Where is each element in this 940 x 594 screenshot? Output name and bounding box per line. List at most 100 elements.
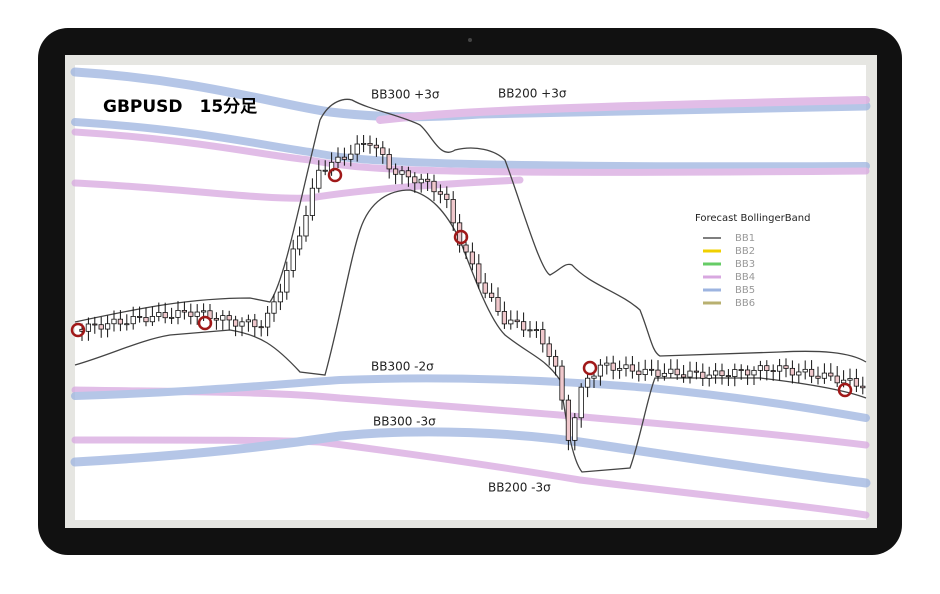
candle-body bbox=[757, 365, 764, 371]
candle-body bbox=[527, 329, 533, 332]
candle-body bbox=[809, 368, 815, 377]
candle-body bbox=[617, 368, 623, 371]
candle-body bbox=[373, 144, 380, 149]
candle-body bbox=[463, 244, 469, 253]
candle-body bbox=[636, 370, 642, 375]
candle-body bbox=[424, 178, 431, 182]
candle-body bbox=[252, 319, 258, 328]
candle-body bbox=[85, 323, 91, 332]
candle-body bbox=[124, 323, 130, 326]
candle-body bbox=[821, 372, 828, 379]
signal-marker bbox=[327, 167, 343, 183]
upper-band-line bbox=[74, 98, 867, 363]
candle-body bbox=[290, 248, 296, 271]
candle-body bbox=[360, 142, 367, 145]
candle-body bbox=[335, 156, 341, 163]
candle-body bbox=[681, 374, 687, 378]
candle-body bbox=[444, 193, 450, 200]
candle-body bbox=[392, 168, 399, 175]
candle-body bbox=[111, 318, 117, 325]
candle-body bbox=[725, 375, 732, 378]
signal-marker bbox=[70, 322, 86, 338]
candle-body bbox=[841, 379, 847, 384]
candle-body bbox=[367, 142, 373, 146]
candle-body bbox=[386, 154, 392, 170]
candle-body bbox=[860, 385, 866, 389]
candles bbox=[79, 134, 866, 451]
band bbox=[71, 436, 870, 519]
candle-body bbox=[412, 176, 418, 184]
candle-body bbox=[745, 369, 751, 376]
candle-body bbox=[789, 367, 796, 376]
candle-body bbox=[271, 301, 277, 314]
candle-body bbox=[245, 319, 251, 323]
legend-title: Forecast BollingerBand bbox=[695, 213, 810, 224]
candle-body bbox=[220, 315, 226, 321]
candle-body bbox=[591, 375, 597, 379]
signal-marker bbox=[453, 229, 469, 245]
signal-marker bbox=[582, 360, 598, 376]
band bbox=[71, 118, 870, 171]
candle-body bbox=[565, 399, 572, 441]
candle-body bbox=[482, 282, 488, 294]
candle-body bbox=[719, 370, 725, 377]
candle-body bbox=[687, 370, 693, 378]
candle-body bbox=[156, 312, 162, 317]
candle-body bbox=[296, 235, 303, 250]
candle-body bbox=[501, 311, 508, 325]
signals bbox=[70, 167, 853, 398]
legend-label: BB3 bbox=[735, 259, 755, 270]
band bbox=[376, 96, 870, 124]
annotation: BB300 -2σ bbox=[371, 360, 434, 374]
legend-label: BB1 bbox=[735, 233, 755, 244]
candle-body bbox=[200, 310, 207, 313]
candle-body bbox=[585, 377, 591, 388]
candle-body bbox=[130, 316, 136, 325]
candle-body bbox=[514, 319, 520, 323]
candle-body bbox=[341, 156, 348, 160]
candle-body bbox=[572, 417, 578, 441]
candle-body bbox=[713, 370, 719, 376]
candle-body bbox=[149, 316, 155, 323]
candle-body bbox=[642, 368, 648, 375]
annotation: BB300 +3σ bbox=[371, 88, 440, 102]
candle-body bbox=[92, 323, 98, 326]
candle-body bbox=[277, 291, 284, 303]
candle-body bbox=[105, 323, 111, 330]
candle-body bbox=[533, 329, 540, 332]
candle-body bbox=[488, 292, 495, 298]
chart-area bbox=[75, 65, 866, 520]
candle-body bbox=[405, 170, 412, 178]
candle-body bbox=[815, 375, 821, 379]
candle-body bbox=[232, 319, 239, 327]
candle-body bbox=[117, 318, 123, 325]
candle-body bbox=[777, 365, 783, 372]
candle-body bbox=[303, 215, 309, 237]
candle-body bbox=[495, 297, 501, 312]
candle-body bbox=[168, 316, 175, 319]
camera bbox=[468, 38, 472, 42]
candle-body bbox=[399, 170, 405, 175]
candle-body bbox=[604, 362, 610, 366]
candle-body bbox=[284, 270, 290, 293]
annotation: BB300 -3σ bbox=[373, 415, 436, 429]
candle-body bbox=[738, 369, 744, 371]
band bbox=[70, 427, 871, 488]
legend-label: BB6 bbox=[735, 298, 755, 309]
candle-body bbox=[194, 311, 200, 317]
candle-body bbox=[764, 365, 770, 371]
candle-body bbox=[98, 324, 104, 330]
candle-body bbox=[226, 315, 232, 321]
candle-body bbox=[546, 343, 552, 357]
candle-body bbox=[674, 368, 680, 376]
candle-body bbox=[553, 356, 559, 367]
band bbox=[71, 374, 870, 422]
signal-marker bbox=[837, 382, 853, 398]
legend-label: BB2 bbox=[735, 246, 755, 257]
candle-body bbox=[431, 180, 437, 193]
candle-body bbox=[578, 386, 584, 419]
candle-body bbox=[597, 364, 604, 377]
candle-body bbox=[456, 222, 463, 246]
candle-body bbox=[239, 321, 245, 327]
